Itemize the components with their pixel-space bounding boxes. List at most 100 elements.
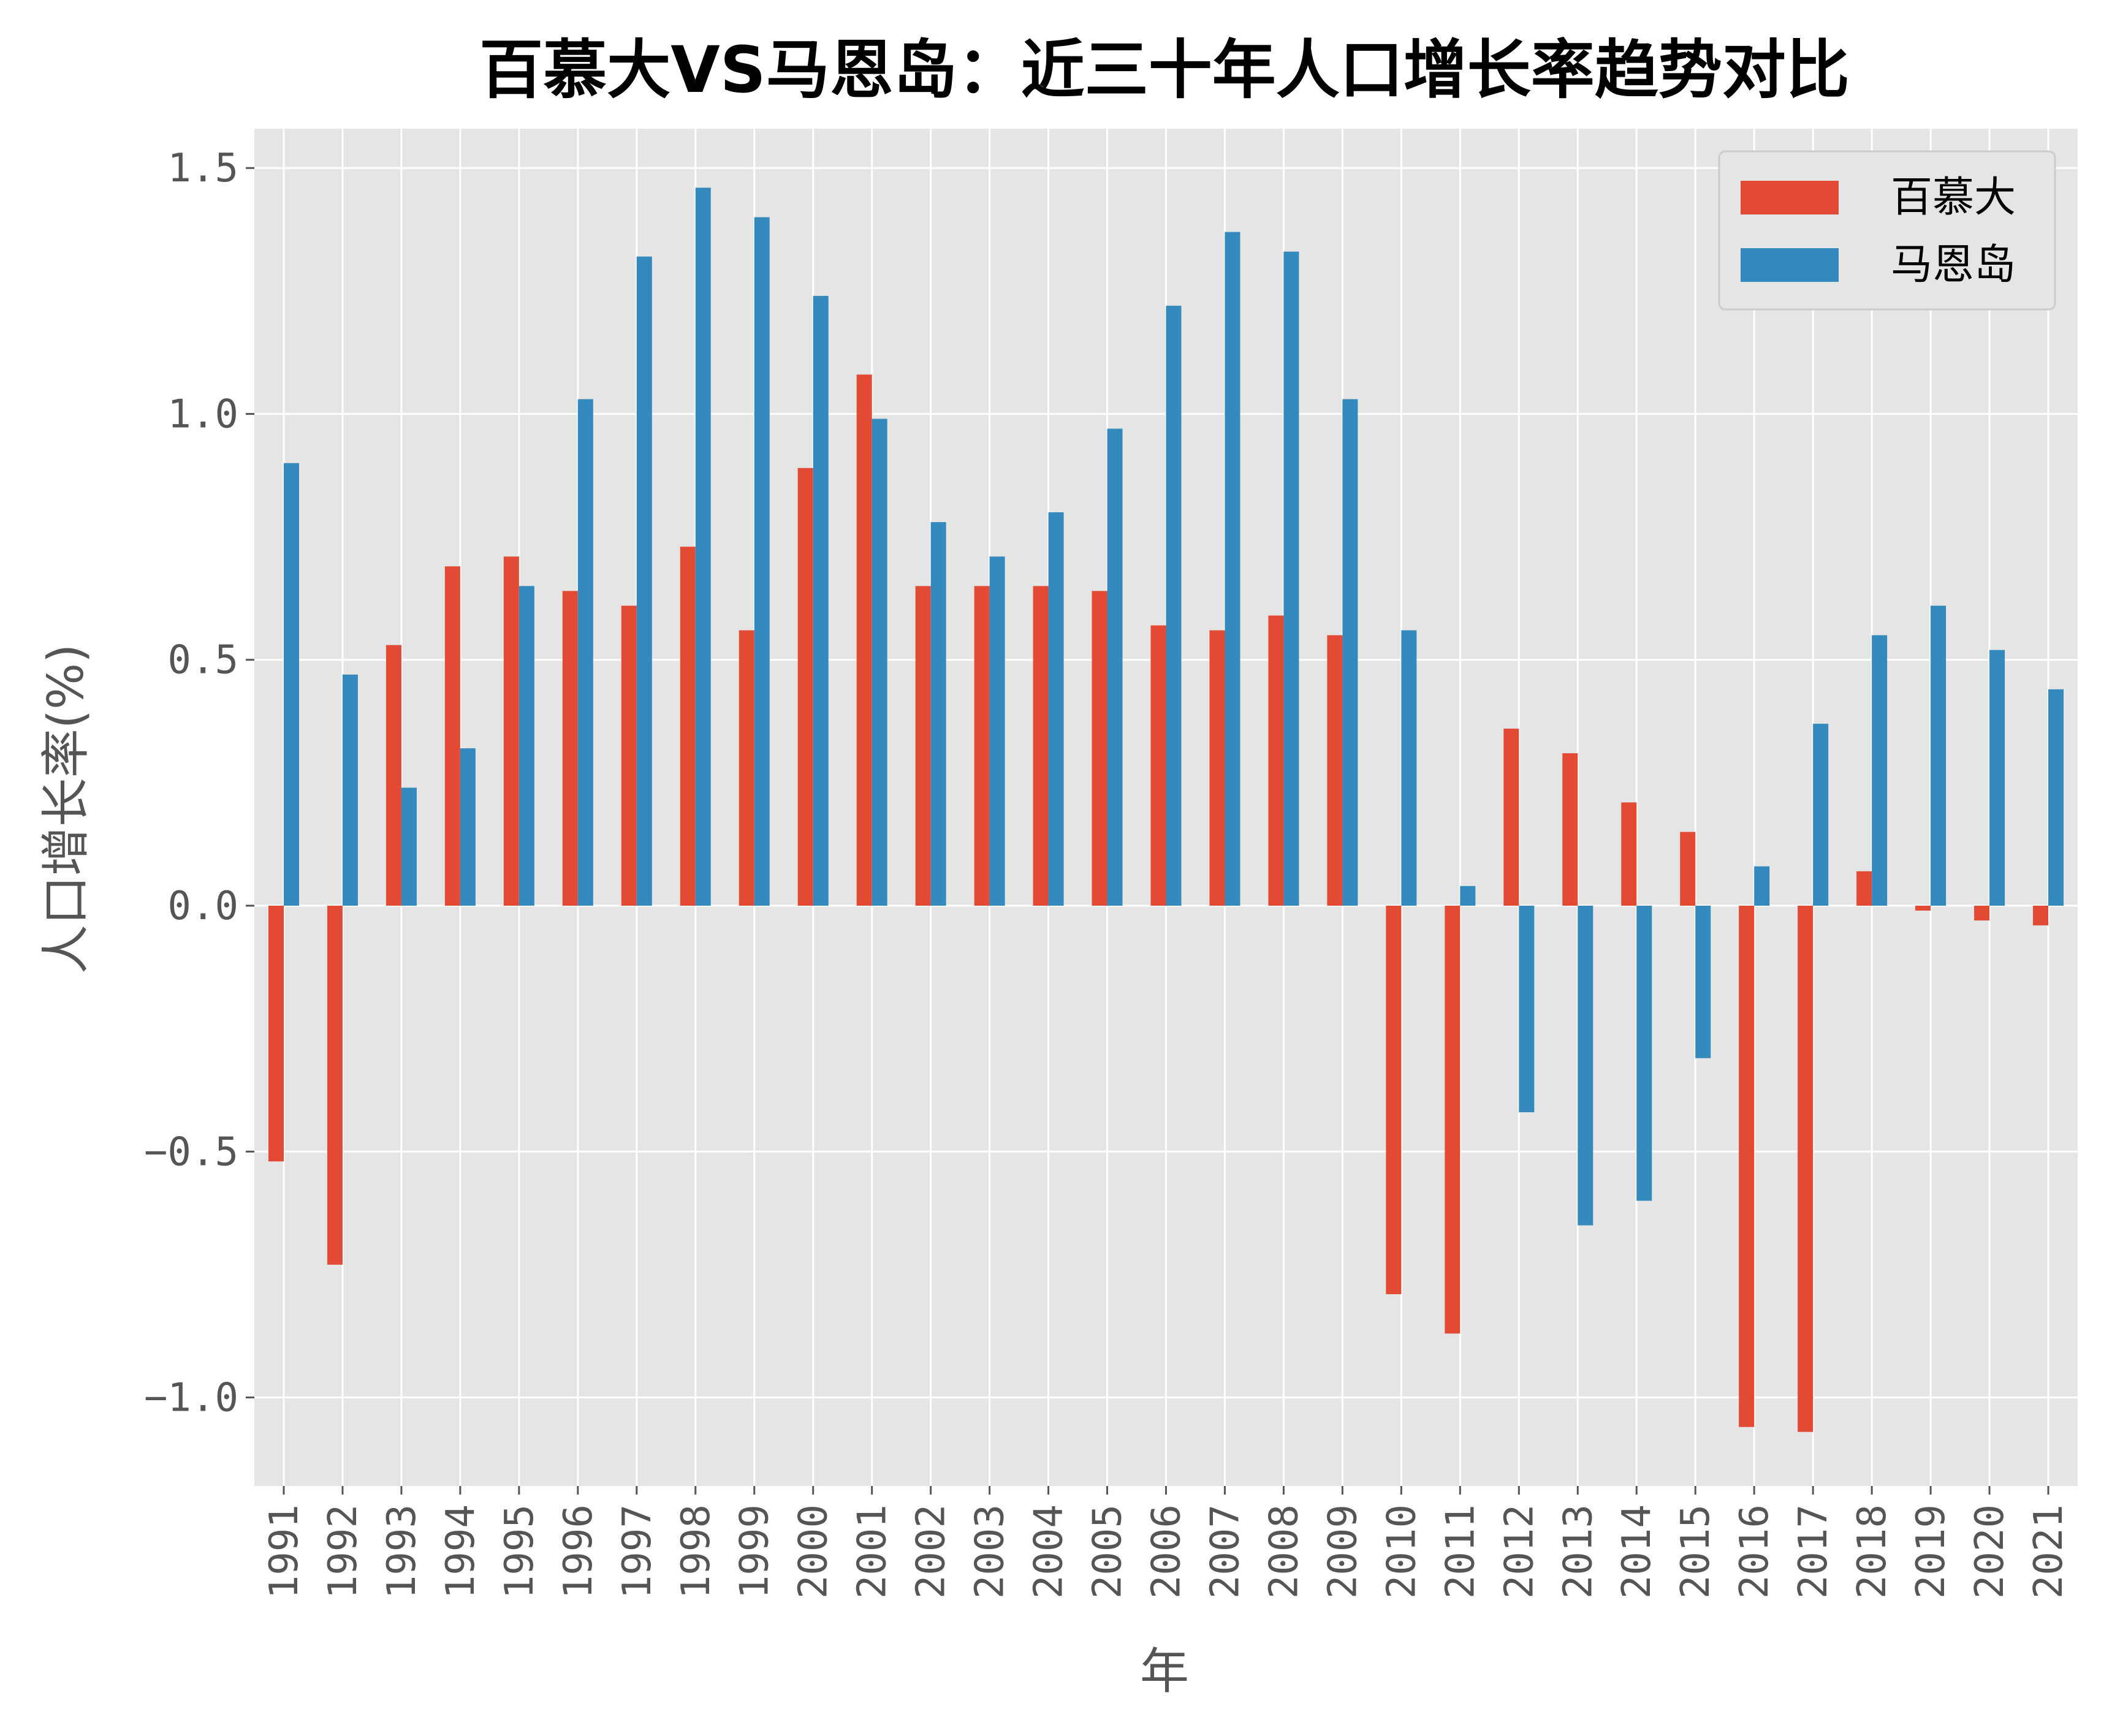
x-tick-label: 2008 bbox=[1261, 1504, 1307, 1599]
bar-bermuda-2005 bbox=[1092, 591, 1107, 906]
x-tick-label: 1999 bbox=[732, 1504, 778, 1599]
x-tick-label: 2019 bbox=[1909, 1504, 1954, 1599]
bar-isle-of-man-2012 bbox=[1519, 906, 1535, 1113]
bar-bermuda-2011 bbox=[1445, 906, 1461, 1334]
bar-bermuda-1997 bbox=[621, 605, 637, 906]
x-tick-label: 2013 bbox=[1556, 1504, 1601, 1599]
bar-bermuda-2020 bbox=[1974, 906, 1990, 921]
x-tick-label: 2002 bbox=[909, 1504, 954, 1599]
x-tick-label: 1996 bbox=[556, 1504, 601, 1599]
bar-bermuda-1992 bbox=[327, 906, 343, 1265]
bar-isle-of-man-2014 bbox=[1636, 906, 1652, 1201]
x-tick-label: 2009 bbox=[1320, 1504, 1366, 1599]
x-tick-label: 1997 bbox=[615, 1504, 660, 1599]
y-tick-label: −0.5 bbox=[144, 1129, 238, 1175]
x-tick-label: 2014 bbox=[1614, 1504, 1660, 1599]
bar-isle-of-man-2009 bbox=[1342, 399, 1358, 906]
x-tick-label: 1991 bbox=[262, 1504, 307, 1599]
x-ticks: 1991 1992 1993 1994 1995 1996 1997 1998 1999 2000… bbox=[262, 1486, 2072, 1599]
x-tick-label: 2010 bbox=[1379, 1504, 1424, 1599]
x-tick-label: 2001 bbox=[850, 1504, 895, 1599]
bar-isle-of-man-2002 bbox=[930, 522, 946, 906]
legend: 百慕大 马恩岛 bbox=[1718, 150, 2056, 311]
x-tick-label: 1995 bbox=[497, 1504, 542, 1599]
x-tick-label: 2020 bbox=[1967, 1504, 2013, 1599]
x-tick-label: 2017 bbox=[1791, 1504, 1836, 1599]
x-tick-label: 2005 bbox=[1085, 1504, 1131, 1599]
bar-isle-of-man-2017 bbox=[1813, 724, 1829, 906]
bar-bermuda-2004 bbox=[1033, 586, 1049, 906]
bar-isle-of-man-2010 bbox=[1401, 630, 1417, 906]
bars bbox=[268, 188, 2064, 1432]
bar-isle-of-man-2005 bbox=[1107, 428, 1123, 906]
bar-isle-of-man-2003 bbox=[989, 556, 1005, 906]
bar-bermuda-2009 bbox=[1327, 635, 1343, 906]
bar-bermuda-1991 bbox=[268, 906, 284, 1162]
bar-bermuda-2018 bbox=[1856, 871, 1872, 906]
bar-isle-of-man-2020 bbox=[1989, 650, 2005, 906]
bar-isle-of-man-1997 bbox=[636, 256, 652, 906]
y-tick-label: −1.0 bbox=[144, 1376, 238, 1421]
x-tick-label: 2004 bbox=[1027, 1504, 1072, 1599]
bar-bermuda-2019 bbox=[1915, 906, 1931, 911]
bar-bermuda-2016 bbox=[1739, 906, 1755, 1427]
legend-label-isle-of-man: 马恩岛 bbox=[1891, 241, 2016, 289]
bar-isle-of-man-2008 bbox=[1283, 251, 1299, 906]
bar-isle-of-man-2006 bbox=[1166, 305, 1182, 906]
x-tick-label: 1992 bbox=[321, 1504, 366, 1599]
bar-bermuda-2010 bbox=[1386, 906, 1402, 1295]
x-tick-label: 1994 bbox=[438, 1504, 484, 1599]
bar-bermuda-2000 bbox=[797, 468, 813, 906]
bar-bermuda-2008 bbox=[1268, 615, 1284, 906]
bar-bermuda-1998 bbox=[680, 547, 696, 906]
bar-bermuda-2014 bbox=[1621, 802, 1637, 906]
bar-isle-of-man-1992 bbox=[342, 674, 358, 906]
bar-bermuda-2006 bbox=[1150, 625, 1166, 906]
bar-bermuda-2021 bbox=[2033, 906, 2049, 926]
bar-bermuda-1996 bbox=[562, 591, 578, 906]
x-tick-label: 2018 bbox=[1850, 1504, 1895, 1599]
x-tick-label: 2006 bbox=[1144, 1504, 1190, 1599]
bar-isle-of-man-2016 bbox=[1754, 866, 1770, 906]
bar-bermuda-2007 bbox=[1209, 630, 1225, 906]
legend-label-bermuda: 百慕大 bbox=[1891, 173, 2016, 222]
legend-swatch-bermuda bbox=[1741, 181, 1839, 214]
bar-isle-of-man-2001 bbox=[872, 419, 887, 906]
x-tick-label: 2016 bbox=[1732, 1504, 1777, 1599]
y-tick-label: 1.5 bbox=[167, 146, 238, 191]
bar-bermuda-2017 bbox=[1798, 906, 1814, 1432]
bar-bermuda-1999 bbox=[739, 630, 754, 906]
y-tick-label: 1.0 bbox=[167, 392, 238, 437]
bar-isle-of-man-2004 bbox=[1048, 512, 1064, 906]
bar-isle-of-man-2011 bbox=[1460, 885, 1476, 906]
bar-isle-of-man-1996 bbox=[577, 399, 593, 906]
x-tick-label: 2021 bbox=[2026, 1504, 2072, 1599]
x-tick-label: 2012 bbox=[1497, 1504, 1542, 1599]
bar-isle-of-man-1999 bbox=[754, 217, 770, 906]
bar-isle-of-man-1991 bbox=[283, 463, 299, 906]
x-tick-label: 2007 bbox=[1202, 1504, 1248, 1599]
bar-bermuda-2012 bbox=[1503, 729, 1519, 906]
bar-isle-of-man-2021 bbox=[2048, 689, 2064, 906]
bar-isle-of-man-2007 bbox=[1225, 232, 1240, 906]
legend-swatch-isle-of-man bbox=[1741, 248, 1839, 282]
bar-isle-of-man-2015 bbox=[1695, 906, 1711, 1058]
bar-isle-of-man-2019 bbox=[1931, 605, 1947, 906]
x-tick-label: 1993 bbox=[379, 1504, 425, 1599]
bar-isle-of-man-2018 bbox=[1872, 635, 1888, 906]
chart-title: 百慕大VS马恩岛：近三十年人口增长率趋势对比 bbox=[479, 32, 1849, 107]
y-axis-label: 人口增长率(%) bbox=[37, 644, 94, 974]
bar-bermuda-2015 bbox=[1680, 832, 1696, 906]
x-tick-label: 2003 bbox=[968, 1504, 1013, 1599]
bar-isle-of-man-2013 bbox=[1578, 906, 1593, 1226]
x-tick-label: 2011 bbox=[1438, 1504, 1483, 1599]
y-tick-label: 0.5 bbox=[167, 638, 238, 683]
x-tick-label: 2015 bbox=[1673, 1504, 1719, 1599]
bar-isle-of-man-1993 bbox=[401, 787, 417, 906]
bar-isle-of-man-1994 bbox=[460, 748, 476, 906]
bar-isle-of-man-1998 bbox=[695, 188, 711, 906]
bar-bermuda-2001 bbox=[856, 374, 872, 906]
bar-bermuda-1994 bbox=[444, 566, 460, 906]
bar-bermuda-1995 bbox=[503, 556, 519, 906]
